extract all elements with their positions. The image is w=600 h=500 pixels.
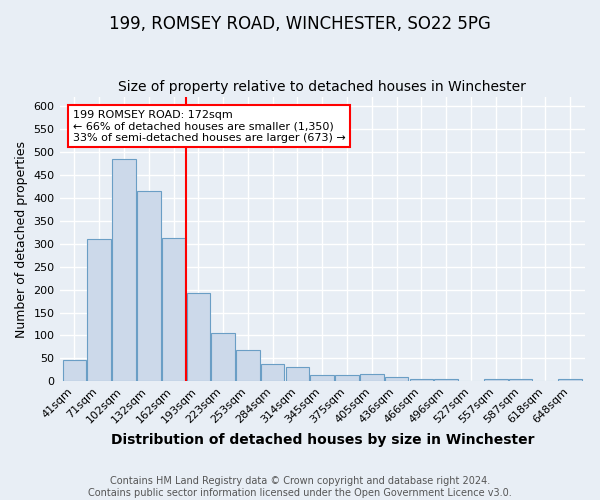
Bar bbox=[360, 374, 383, 382]
Bar bbox=[261, 364, 284, 382]
Bar bbox=[162, 238, 185, 382]
Text: 199 ROMSEY ROAD: 172sqm
← 66% of detached houses are smaller (1,350)
33% of semi: 199 ROMSEY ROAD: 172sqm ← 66% of detache… bbox=[73, 110, 346, 143]
Bar bbox=[385, 377, 409, 382]
Bar bbox=[211, 333, 235, 382]
Bar bbox=[112, 160, 136, 382]
X-axis label: Distribution of detached houses by size in Winchester: Distribution of detached houses by size … bbox=[110, 434, 534, 448]
Bar bbox=[286, 367, 309, 382]
Text: 199, ROMSEY ROAD, WINCHESTER, SO22 5PG: 199, ROMSEY ROAD, WINCHESTER, SO22 5PG bbox=[109, 15, 491, 33]
Bar bbox=[434, 379, 458, 382]
Bar bbox=[88, 238, 111, 382]
Bar bbox=[137, 191, 161, 382]
Text: Contains HM Land Registry data © Crown copyright and database right 2024.
Contai: Contains HM Land Registry data © Crown c… bbox=[88, 476, 512, 498]
Bar bbox=[335, 375, 359, 382]
Bar bbox=[484, 379, 508, 382]
Bar bbox=[236, 350, 260, 382]
Bar bbox=[509, 380, 532, 382]
Bar bbox=[62, 360, 86, 382]
Bar bbox=[410, 379, 433, 382]
Bar bbox=[187, 294, 210, 382]
Title: Size of property relative to detached houses in Winchester: Size of property relative to detached ho… bbox=[118, 80, 526, 94]
Bar bbox=[559, 379, 582, 382]
Y-axis label: Number of detached properties: Number of detached properties bbox=[15, 140, 28, 338]
Bar bbox=[310, 375, 334, 382]
